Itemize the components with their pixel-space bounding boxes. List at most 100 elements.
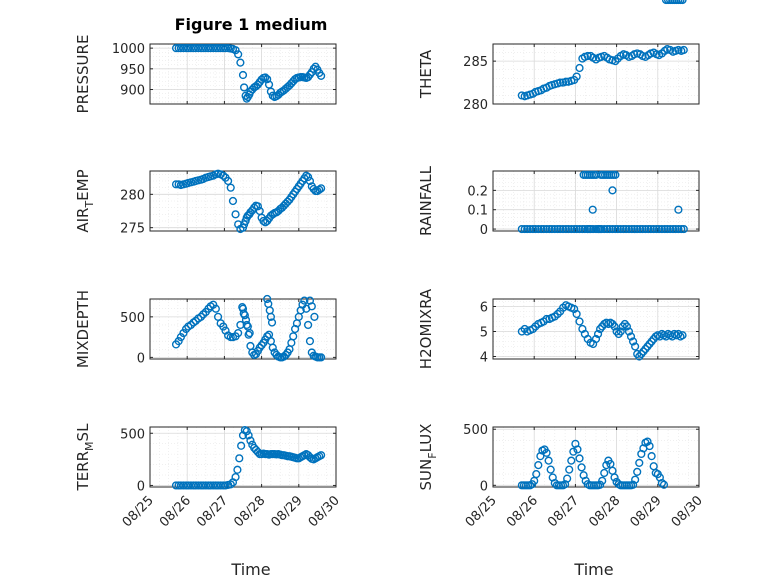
- data-point: [317, 451, 326, 460]
- data-point: [596, 224, 605, 234]
- data-point: [602, 461, 611, 470]
- data-point: [520, 324, 529, 334]
- x-axis-label-left: Time: [230, 560, 270, 579]
- panel-pressure: 900 950 1000 PRESSURE: [74, 35, 337, 114]
- data-point: [569, 447, 578, 456]
- data-point: [244, 330, 253, 339]
- data-point: [211, 304, 220, 313]
- y-axis-label-tail: LUX: [417, 424, 435, 453]
- data-point: [317, 184, 326, 193]
- data-point: [309, 64, 318, 73]
- data-point: [659, 480, 669, 489]
- data-point: [652, 224, 661, 234]
- data-point: [619, 224, 628, 234]
- data-point: [531, 224, 540, 234]
- data-point: [565, 465, 574, 474]
- data-point: [610, 322, 619, 331]
- data-point: [174, 337, 183, 346]
- x-tick-label: 08/26: [157, 493, 194, 530]
- data-point: [630, 224, 639, 234]
- data-point: [611, 224, 620, 234]
- data-point: [588, 205, 597, 214]
- y-tick-label: 950: [120, 63, 145, 78]
- data-point: [304, 320, 313, 330]
- y-tick-label: 500: [120, 311, 145, 326]
- data-point: [608, 186, 617, 195]
- x-tick-label: 08/28: [231, 493, 268, 530]
- x-tick-label: 08/26: [504, 493, 541, 530]
- data-point: [317, 353, 326, 362]
- x-tick-label: 08/29: [269, 493, 306, 530]
- y-axis-label: MIXDEPTH: [74, 290, 92, 368]
- data-point: [638, 224, 647, 234]
- data-point: [663, 224, 672, 234]
- data-point: [221, 44, 230, 53]
- y-axis-label-main: RAINFALL: [417, 165, 435, 236]
- y-axis-label-tail: SL: [74, 423, 92, 442]
- data-point: [621, 224, 631, 234]
- data-point: [674, 224, 683, 234]
- data-point: [668, 224, 678, 234]
- data-point: [635, 458, 644, 467]
- y-tick-label: 0: [137, 351, 145, 366]
- data-point: [553, 224, 562, 234]
- data-point: [532, 470, 541, 479]
- data-point: [624, 327, 634, 336]
- data-point: [268, 91, 277, 100]
- data-point: [616, 224, 625, 234]
- data-point: [598, 476, 607, 485]
- data-point: [616, 327, 625, 336]
- data-point: [561, 224, 571, 234]
- y-tick-label: 275: [120, 222, 145, 237]
- data-point: [196, 312, 206, 321]
- plot-frame: [492, 298, 700, 360]
- data-point: [235, 454, 244, 463]
- data-point: [242, 427, 251, 436]
- data-point: [545, 224, 554, 234]
- data-point: [267, 318, 277, 327]
- data-point: [528, 224, 538, 234]
- data-point: [246, 436, 255, 445]
- data-point: [613, 224, 622, 234]
- data-point: [525, 224, 535, 234]
- data-point: [622, 322, 632, 331]
- data-point: [558, 224, 568, 234]
- data-point: [556, 224, 565, 234]
- data-point: [542, 314, 551, 324]
- y-axis-label-main: AIR: [74, 208, 92, 233]
- figure-title: Figure 1 medium: [175, 15, 328, 34]
- data-point: [236, 58, 245, 67]
- y-axis-label: PRESSURE: [74, 35, 92, 114]
- data-point: [550, 224, 559, 234]
- x-tick-label: 08/30: [669, 493, 706, 530]
- y-axis-label-main: PRESSURE: [74, 35, 92, 114]
- x-axis-label-right: Time: [573, 560, 613, 579]
- data-point: [570, 224, 579, 234]
- data-point: [567, 456, 576, 465]
- data-point: [671, 224, 680, 234]
- y-axis-label-subscript: T: [83, 201, 96, 209]
- data-point: [528, 324, 538, 334]
- data-point: [646, 224, 655, 234]
- data-point: [224, 176, 233, 186]
- data-point: [583, 51, 592, 61]
- data-point: [596, 480, 605, 489]
- data-point: [585, 224, 594, 234]
- y-axis-label: SUNFLUX: [417, 424, 439, 491]
- data-point: [517, 224, 526, 234]
- data-point: [240, 311, 249, 320]
- data-point: [244, 431, 253, 440]
- data-point: [226, 480, 235, 489]
- data-point: [307, 302, 316, 311]
- x-tick-label: 08/27: [194, 493, 231, 530]
- data-point: [266, 87, 276, 96]
- data-point: [644, 224, 653, 234]
- data-point: [633, 467, 642, 476]
- y-axis-label-subscript: M: [83, 441, 96, 451]
- data-point: [635, 224, 645, 234]
- x-tick-label: 08/27: [545, 493, 582, 530]
- panel-h2omixra: 4 5 6 H2OMIXRA: [417, 288, 700, 369]
- data-point: [643, 437, 652, 446]
- data-point: [649, 224, 658, 234]
